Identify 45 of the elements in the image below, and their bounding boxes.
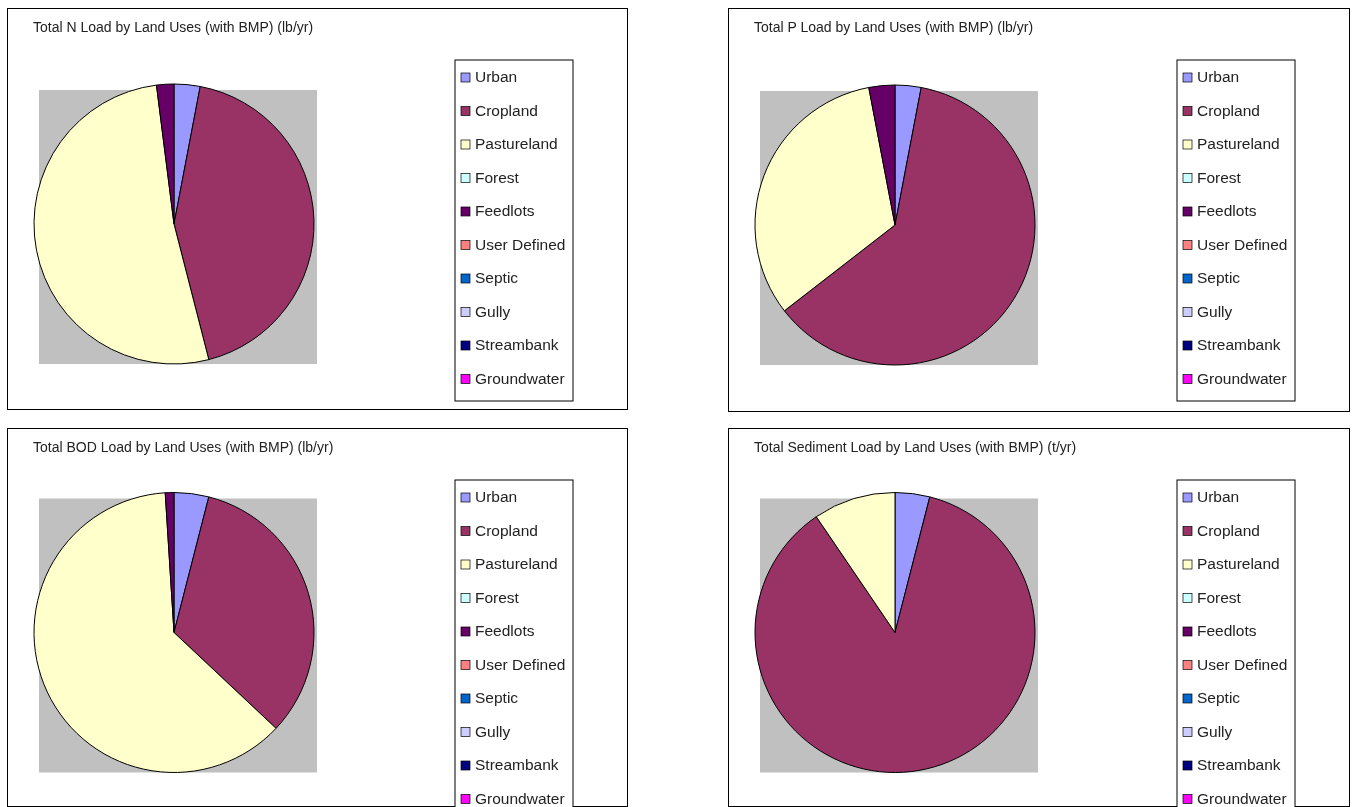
legend-label: User Defined xyxy=(475,235,566,253)
legend-label: Pastureland xyxy=(475,555,558,572)
legend-label: Cropland xyxy=(475,521,538,539)
legend-label: Forest xyxy=(475,588,520,606)
legend-label: User Defined xyxy=(1197,655,1288,673)
legend-label: Forest xyxy=(1197,168,1242,186)
legend-label: Streambank xyxy=(1197,756,1281,773)
legend-label: Pastureland xyxy=(1197,135,1280,152)
legend-label: Gully xyxy=(1197,302,1233,320)
chart-title: Total Sediment Load by Land Uses (with BMP) (t/yr) xyxy=(754,439,1077,455)
legend-label: Feedlots xyxy=(475,622,535,639)
legend-label: Feedlots xyxy=(475,202,535,219)
legend-label: Streambank xyxy=(475,336,559,353)
legend-label: Gully xyxy=(475,302,511,320)
chart-title: Total P Load by Land Uses (with BMP) (lb/yr) xyxy=(754,19,1034,35)
pie-slice xyxy=(754,496,1036,773)
legend-label: Septic xyxy=(1197,689,1241,706)
legend-label: Urban xyxy=(475,68,518,85)
legend-label: Septic xyxy=(1197,269,1241,286)
legend-label: Streambank xyxy=(475,756,559,773)
legend-label: Pastureland xyxy=(1197,555,1280,572)
chart-title: Total BOD Load by Land Uses (with BMP) (lb/yr) xyxy=(33,439,334,455)
legend-label: User Defined xyxy=(1197,235,1288,253)
legend-label: Streambank xyxy=(1197,336,1281,353)
legend-label: Cropland xyxy=(1197,101,1260,119)
legend-label: Urban xyxy=(1197,68,1240,85)
legend-label: Septic xyxy=(475,689,519,706)
legend-label: Gully xyxy=(1197,722,1233,740)
legend-label: User Defined xyxy=(475,655,566,673)
legend-label: Groundwater xyxy=(475,789,565,807)
legend-label: Groundwater xyxy=(1197,789,1287,807)
chart-title: Total N Load by Land Uses (with BMP) (lb/yr) xyxy=(33,19,314,35)
legend-label: Gully xyxy=(475,722,511,740)
legend-label: Septic xyxy=(475,269,519,286)
legend-label: Urban xyxy=(1197,488,1240,505)
legend-label: Feedlots xyxy=(1197,202,1257,219)
legend-label: Cropland xyxy=(475,101,538,119)
legend-label: Cropland xyxy=(1197,521,1260,539)
legend-label: Pastureland xyxy=(475,135,558,152)
legend-label: Forest xyxy=(1197,588,1242,606)
legend-label: Forest xyxy=(475,168,520,186)
legend-label: Feedlots xyxy=(1197,622,1257,639)
legend-label: Groundwater xyxy=(1197,369,1287,387)
legend-label: Groundwater xyxy=(475,369,565,387)
legend-label: Urban xyxy=(475,488,518,505)
